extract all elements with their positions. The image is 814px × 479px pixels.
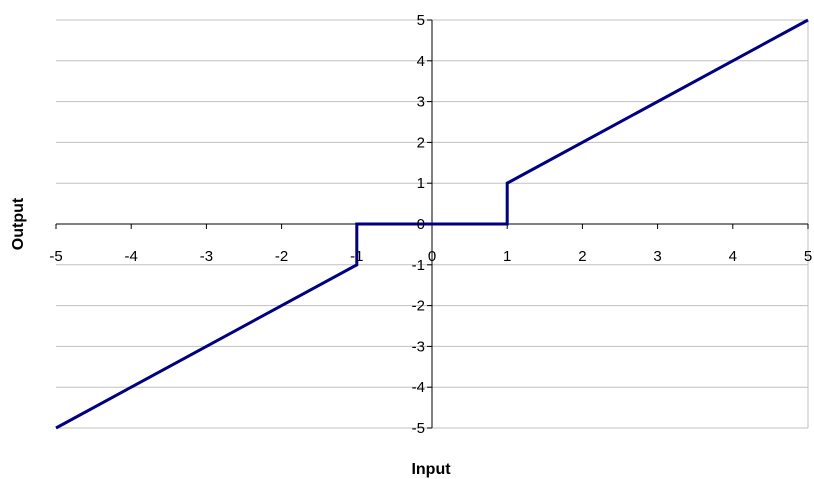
x-tick-label: 0	[428, 248, 436, 265]
y-tick-label: 2	[417, 134, 425, 151]
y-tick-label: -5	[412, 420, 425, 437]
x-tick-label: 2	[578, 248, 586, 265]
x-tick-label: -5	[49, 248, 62, 265]
y-axis-title: Output	[10, 197, 27, 250]
y-tick-label: -2	[412, 298, 425, 315]
x-tick-label: 5	[804, 248, 812, 265]
series-layer	[55, 18, 809, 430]
y-tick-label: 3	[417, 94, 425, 111]
x-tick-label: -3	[200, 248, 213, 265]
x-axis-title: Input	[411, 461, 451, 478]
y-tick-label: -1	[412, 257, 425, 274]
series-line	[55, 18, 809, 430]
x-tick-label: 1	[503, 248, 511, 265]
y-tick-label: 1	[417, 175, 425, 192]
y-tick-label: 0	[417, 216, 425, 233]
y-tick-label: 4	[417, 53, 425, 70]
y-tick-label: -4	[412, 379, 425, 396]
x-tick-label: -1	[350, 248, 363, 265]
x-tick-label: -4	[125, 248, 138, 265]
x-tick-label: -2	[275, 248, 288, 265]
y-tick-label: 5	[417, 12, 425, 29]
y-tick-label: -3	[412, 338, 425, 355]
x-tick-label: 3	[653, 248, 661, 265]
x-tick-label: 4	[729, 248, 737, 265]
